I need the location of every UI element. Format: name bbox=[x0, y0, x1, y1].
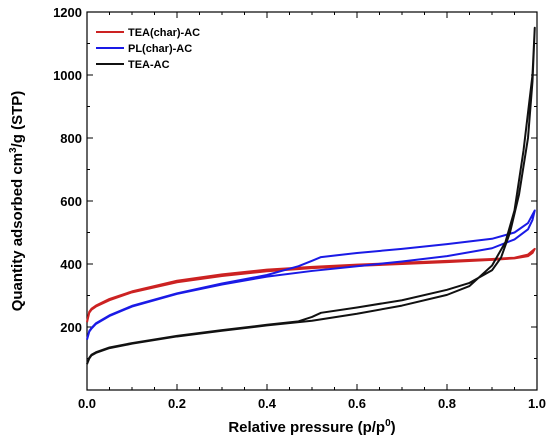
y-tick-label: 800 bbox=[60, 131, 82, 146]
legend-label: TEA-AC bbox=[128, 59, 170, 71]
y-axis-title-main: Quantity adsorbed cm bbox=[9, 153, 26, 311]
y-axis-title-sup: 3 bbox=[8, 147, 19, 153]
x-tick-label: 0.8 bbox=[438, 396, 456, 411]
legend: TEA(char)-AC PL(char)-AC TEA-AC bbox=[96, 27, 200, 71]
x-tick-label: 0.6 bbox=[348, 396, 366, 411]
x-axis-title: Relative pressure (p/p0) bbox=[228, 418, 395, 436]
legend-label: PL(char)-AC bbox=[128, 43, 192, 55]
plot-area bbox=[86, 11, 538, 391]
x-axis-title-sup: 0 bbox=[385, 418, 391, 429]
y-tick-label: 1000 bbox=[53, 68, 82, 83]
y-tick-label: 1200 bbox=[53, 5, 82, 20]
series-line-0 bbox=[86, 247, 536, 323]
series-lines bbox=[86, 26, 536, 365]
x-tick-labels: 0.0 0.2 0.4 0.6 0.8 1.0 bbox=[78, 396, 546, 411]
x-tick-label: 0.0 bbox=[78, 396, 96, 411]
x-tick-label: 0.2 bbox=[168, 396, 186, 411]
y-tick-labels: 200 400 600 800 1000 1200 bbox=[53, 5, 82, 335]
x-axis-title-end: ) bbox=[391, 419, 396, 436]
y-axis-title-end: /g (STP) bbox=[9, 91, 26, 148]
x-tick-label: 1.0 bbox=[528, 396, 546, 411]
x-axis-title-main: Relative pressure (p/p bbox=[228, 419, 385, 436]
series-line-2 bbox=[86, 26, 536, 365]
series-line-1 bbox=[86, 209, 536, 340]
y-axis-title: Quantity adsorbed cm3/g (STP) bbox=[8, 91, 26, 312]
legend-label: TEA(char)-AC bbox=[128, 27, 200, 39]
y-tick-label: 400 bbox=[60, 257, 82, 272]
y-tick-label: 200 bbox=[60, 320, 82, 335]
x-tick-label: 0.4 bbox=[258, 396, 277, 411]
ticks bbox=[86, 11, 538, 390]
y-tick-label: 600 bbox=[60, 194, 82, 209]
